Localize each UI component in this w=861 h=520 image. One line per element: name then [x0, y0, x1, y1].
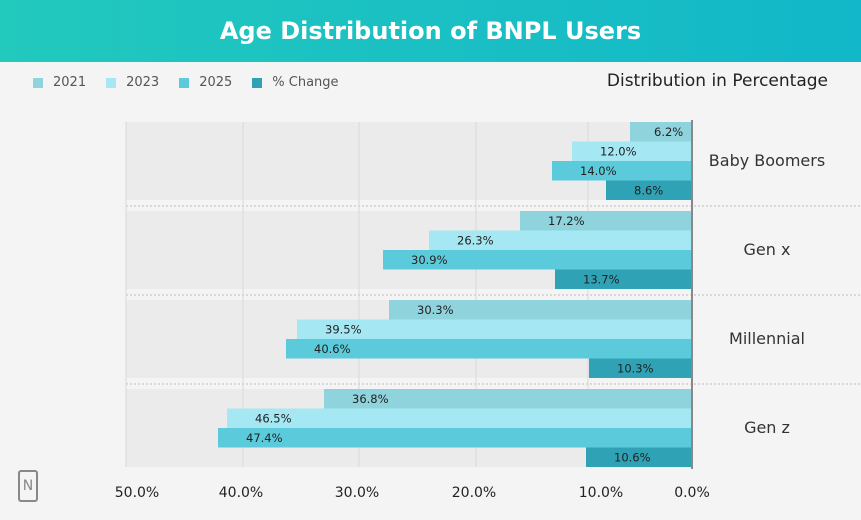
- legend-label: 2021: [53, 75, 87, 90]
- data-label: 6.2%: [654, 125, 683, 139]
- data-label: 12.0%: [600, 145, 637, 159]
- bar: [630, 122, 692, 142]
- x-tick-label: 50.0%: [115, 485, 159, 501]
- data-label: 13.7%: [583, 273, 620, 287]
- data-label: 30.9%: [411, 253, 448, 267]
- data-label: 40.6%: [314, 342, 351, 356]
- legend-swatch: [252, 77, 263, 88]
- data-label: 10.3%: [617, 362, 654, 376]
- bar: [429, 230, 692, 250]
- category-label: Baby Boomers: [709, 151, 825, 170]
- bar: [606, 180, 692, 200]
- bar: [227, 408, 692, 428]
- legend-label: 2025: [199, 75, 233, 90]
- x-tick-label: 30.0%: [335, 485, 379, 501]
- bar: [218, 428, 692, 448]
- bar: [572, 141, 692, 161]
- bar: [383, 250, 692, 270]
- bar: [389, 300, 692, 320]
- legend-swatch: [33, 77, 43, 88]
- legend: 2021 2023 2025 % Change: [33, 75, 339, 90]
- bar: [555, 269, 692, 289]
- category-label: Gen z: [744, 418, 790, 437]
- legend-item: % Change: [252, 75, 339, 90]
- legend-label: 2023: [126, 75, 160, 90]
- legend-item: 2021: [33, 75, 86, 90]
- data-label: 46.5%: [255, 412, 292, 426]
- x-tick-label: 40.0%: [219, 485, 263, 501]
- legend-swatch: [179, 77, 190, 88]
- category-label: Millennial: [729, 329, 805, 348]
- x-tick-label: 0.0%: [674, 485, 710, 501]
- x-tick-label: 20.0%: [452, 485, 496, 501]
- chart-header: Age Distribution of BNPL Users: [0, 0, 861, 62]
- legend-item: 2025: [179, 75, 232, 90]
- chart-title: Age Distribution of BNPL Users: [219, 17, 642, 45]
- x-tick-label: 10.0%: [579, 485, 623, 501]
- data-label: 47.4%: [246, 431, 283, 445]
- category-label: Gen x: [744, 240, 791, 259]
- data-label: 14.0%: [580, 164, 617, 178]
- data-label: 8.6%: [634, 184, 663, 198]
- legend-swatch: [106, 77, 117, 88]
- data-label: 30.3%: [417, 303, 454, 317]
- bar: [324, 389, 692, 409]
- data-label: 17.2%: [548, 214, 585, 228]
- bar: [589, 358, 692, 378]
- bar: [297, 319, 692, 339]
- chart-subtitle: Distribution in Percentage: [606, 71, 828, 91]
- bar: [286, 339, 692, 359]
- data-label: 26.3%: [457, 234, 494, 248]
- bar: [552, 161, 692, 181]
- legend-label: % Change: [272, 75, 339, 90]
- data-label: 39.5%: [325, 323, 362, 337]
- data-label: 10.6%: [614, 451, 651, 465]
- logo-icon: N: [18, 470, 38, 502]
- bar: [586, 447, 692, 467]
- legend-item: 2023: [106, 75, 159, 90]
- data-label: 36.8%: [352, 392, 389, 406]
- bar: [520, 211, 692, 231]
